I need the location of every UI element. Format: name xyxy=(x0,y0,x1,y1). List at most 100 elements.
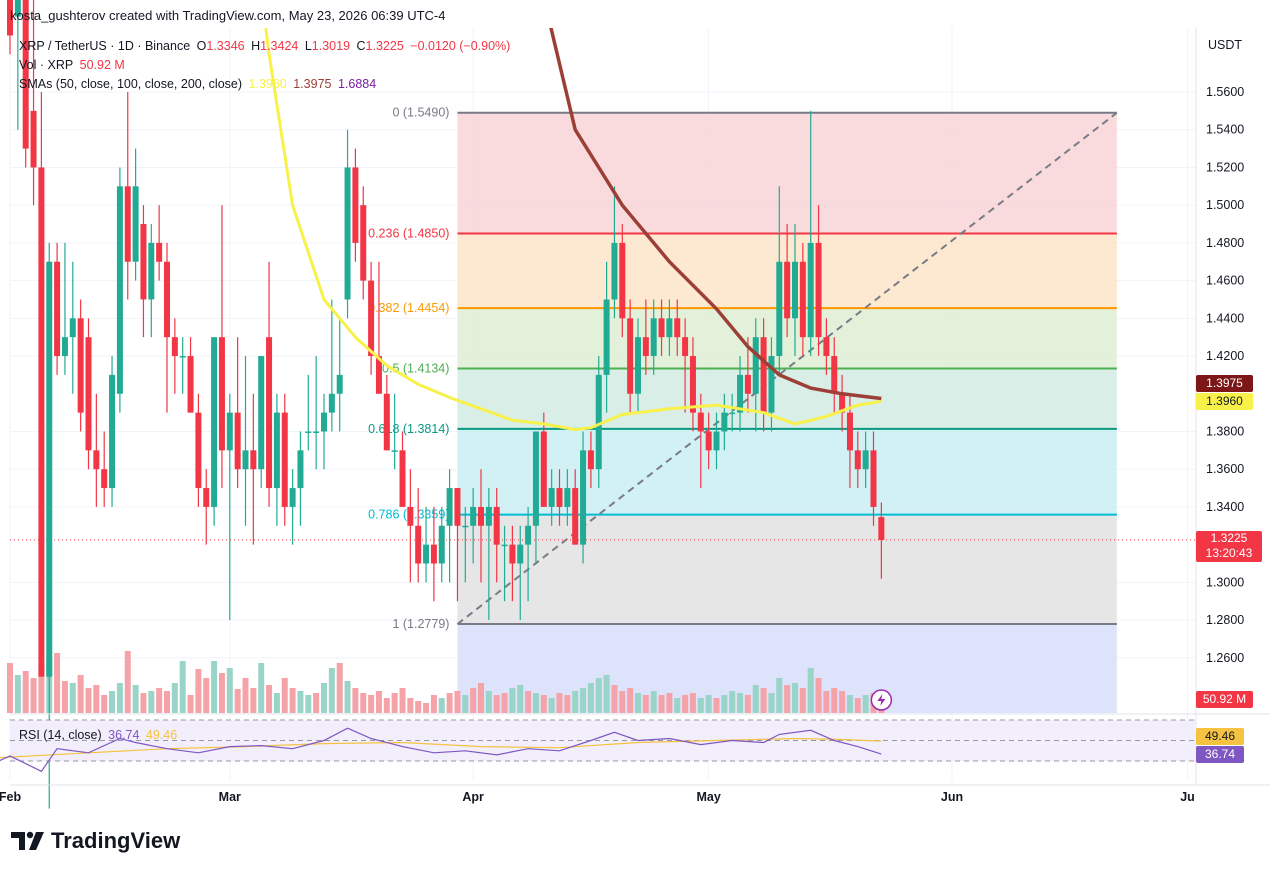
candle-body xyxy=(69,318,76,338)
sma50-line xyxy=(264,28,882,432)
price-tick-label: 1.5400 xyxy=(1206,123,1244,137)
candle-body xyxy=(525,525,532,545)
candle xyxy=(313,356,320,470)
price-tick-label: 1.2600 xyxy=(1206,651,1244,665)
volume-bar xyxy=(799,688,806,713)
price-tick-label: 1.4800 xyxy=(1206,236,1244,250)
candle xyxy=(61,242,68,375)
candle-body xyxy=(124,186,131,262)
volume-bar xyxy=(266,685,273,713)
volume-bar xyxy=(30,678,37,713)
close-value: 1.3225 xyxy=(365,39,404,53)
volume-bar xyxy=(462,695,469,713)
volume-bar xyxy=(148,691,155,713)
rsi-line xyxy=(0,727,882,773)
volume-bar xyxy=(548,698,555,713)
sma-legend[interactable]: SMAs (50, close, 100, close, 200, close)… xyxy=(19,77,379,91)
candle-body xyxy=(250,450,257,470)
high-value: 1.3424 xyxy=(260,39,299,53)
candle xyxy=(721,393,728,451)
price-tick-label: 1.5200 xyxy=(1206,160,1244,174)
volume-bar xyxy=(564,695,571,713)
candle xyxy=(383,374,390,451)
candle xyxy=(587,431,594,489)
volume-bar xyxy=(61,681,68,713)
volume-bar xyxy=(650,691,657,713)
volume-bar xyxy=(430,695,437,713)
volume-bar xyxy=(171,683,178,713)
volume-bar xyxy=(273,693,280,713)
candle-body xyxy=(572,488,579,545)
volume-bar xyxy=(493,695,500,713)
candle-body xyxy=(603,299,610,375)
candle-body xyxy=(682,337,689,357)
candle xyxy=(713,412,720,470)
volume-bars xyxy=(7,651,885,713)
volume-bar xyxy=(737,693,744,713)
candle-body xyxy=(383,393,390,451)
price-tick-label: 1.4600 xyxy=(1206,274,1244,288)
candle-body xyxy=(768,356,775,413)
price-tick-label: 1.3600 xyxy=(1206,462,1244,476)
volume-value: 50.92 M xyxy=(79,58,125,72)
candle-body xyxy=(218,337,225,451)
candle-body xyxy=(689,356,696,413)
high-label: H xyxy=(251,39,261,53)
volume-bar xyxy=(603,675,610,713)
rsi-legend[interactable]: RSI (14, close) 36.74 49.46 xyxy=(19,728,180,742)
candle xyxy=(642,299,649,375)
volume-bar xyxy=(784,685,791,713)
candle xyxy=(148,224,155,338)
currency-label[interactable]: USDT xyxy=(1208,38,1243,52)
candle xyxy=(478,469,484,583)
candle-body xyxy=(815,242,822,338)
volume-bar xyxy=(328,668,335,713)
candle xyxy=(831,337,838,413)
volume-bar xyxy=(132,685,139,713)
candle xyxy=(116,167,123,413)
volume-legend[interactable]: Vol · XRP 50.92 M xyxy=(19,58,128,72)
volume-bar xyxy=(682,695,689,713)
candle xyxy=(415,488,422,583)
candle xyxy=(328,299,335,432)
candle-body xyxy=(666,318,673,338)
tradingview-logo[interactable]: TradingView xyxy=(11,828,180,854)
candle-body xyxy=(415,525,422,564)
symbol-legend[interactable]: XRP / TetherUS · 1D · Binance O1.3346 H1… xyxy=(19,39,513,53)
candle-body xyxy=(399,450,406,507)
candle xyxy=(799,242,806,357)
candle xyxy=(689,337,696,432)
candle-body xyxy=(642,337,649,357)
candle xyxy=(658,299,665,357)
volume-bar xyxy=(674,698,681,713)
candle xyxy=(674,299,681,357)
candle xyxy=(776,186,783,375)
volume-bar xyxy=(195,669,202,713)
candle-body xyxy=(328,393,335,413)
volume-bar xyxy=(14,675,21,713)
candle-body xyxy=(234,412,241,470)
candle-body xyxy=(540,431,547,507)
candle-body xyxy=(839,393,846,413)
tradingview-logo-icon xyxy=(11,831,44,850)
candle xyxy=(572,469,579,545)
volume-label: Vol · XRP xyxy=(19,58,74,72)
volume-bar xyxy=(313,693,320,713)
candle-body xyxy=(729,412,736,415)
candle xyxy=(611,186,618,319)
volume-bar xyxy=(250,688,257,713)
candle-body xyxy=(305,431,312,433)
candle xyxy=(862,431,869,489)
candle-body xyxy=(784,261,791,319)
volume-bar xyxy=(336,663,343,713)
volume-bar xyxy=(187,695,194,713)
candle xyxy=(140,205,147,338)
price-tick-label: 1.3400 xyxy=(1206,500,1244,514)
candle-body xyxy=(430,544,437,564)
rsi-tag: 36.74 xyxy=(1196,746,1244,763)
candle xyxy=(470,488,477,564)
candle-body xyxy=(85,337,92,451)
candle xyxy=(281,393,288,526)
fib-zone xyxy=(457,514,1117,625)
